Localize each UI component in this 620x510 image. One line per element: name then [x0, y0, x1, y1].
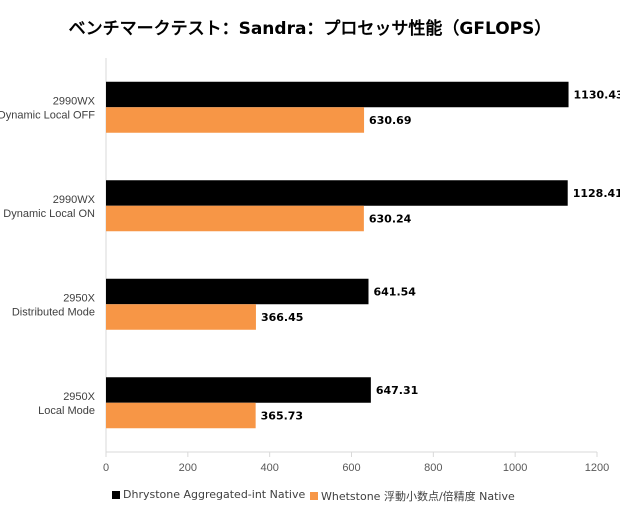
bar [106, 107, 365, 133]
data-label: 1128.41 [573, 187, 620, 200]
data-label: 630.69 [369, 114, 411, 127]
category-label: Dynamic Local OFF [0, 109, 95, 121]
x-tick-label: 1000 [503, 462, 527, 474]
x-tick-label: 400 [260, 462, 278, 474]
chart-title: ベンチマークテスト：Sandra：プロセッサ性能（GFLOPS） [68, 19, 552, 39]
category-label: 2950X [63, 292, 95, 304]
category-label: Distributed Mode [12, 306, 95, 318]
bar [106, 278, 369, 305]
data-label: 365.73 [261, 410, 303, 423]
category-label: Dynamic Local ON [3, 208, 95, 220]
x-tick-label: 0 [103, 462, 109, 474]
bar [106, 377, 371, 403]
x-tick-label: 200 [179, 462, 197, 474]
category-label: Local Mode [38, 405, 95, 417]
category-label: 2990WX [53, 95, 96, 107]
x-tick-label: 800 [424, 462, 442, 474]
x-tick-label: 1200 [585, 462, 609, 474]
bar [106, 205, 364, 232]
x-tick-label: 600 [342, 462, 360, 474]
legend-item-whetstone: Whetstone 浮動小数点/倍精度 Native [310, 488, 515, 504]
data-label: 641.54 [373, 286, 416, 299]
category-label: 2990WX [53, 194, 96, 206]
legend-label: Whetstone 浮動小数点/倍精度 Native [321, 490, 515, 503]
legend-swatch [310, 492, 318, 500]
bar [106, 304, 256, 330]
legend-item-dhrystone: Dhrystone Aggregated-int Native [112, 488, 305, 501]
data-label: 366.45 [261, 311, 303, 324]
category-label: 2950X [63, 391, 95, 403]
bar [106, 81, 569, 108]
data-label: 1130.43 [574, 89, 620, 102]
bar [106, 402, 256, 429]
bar [106, 180, 568, 206]
data-label: 630.24 [369, 213, 412, 226]
data-label: 647.31 [376, 384, 418, 397]
legend-label: Dhrystone Aggregated-int Native [123, 488, 306, 501]
legend-swatch [112, 490, 120, 499]
